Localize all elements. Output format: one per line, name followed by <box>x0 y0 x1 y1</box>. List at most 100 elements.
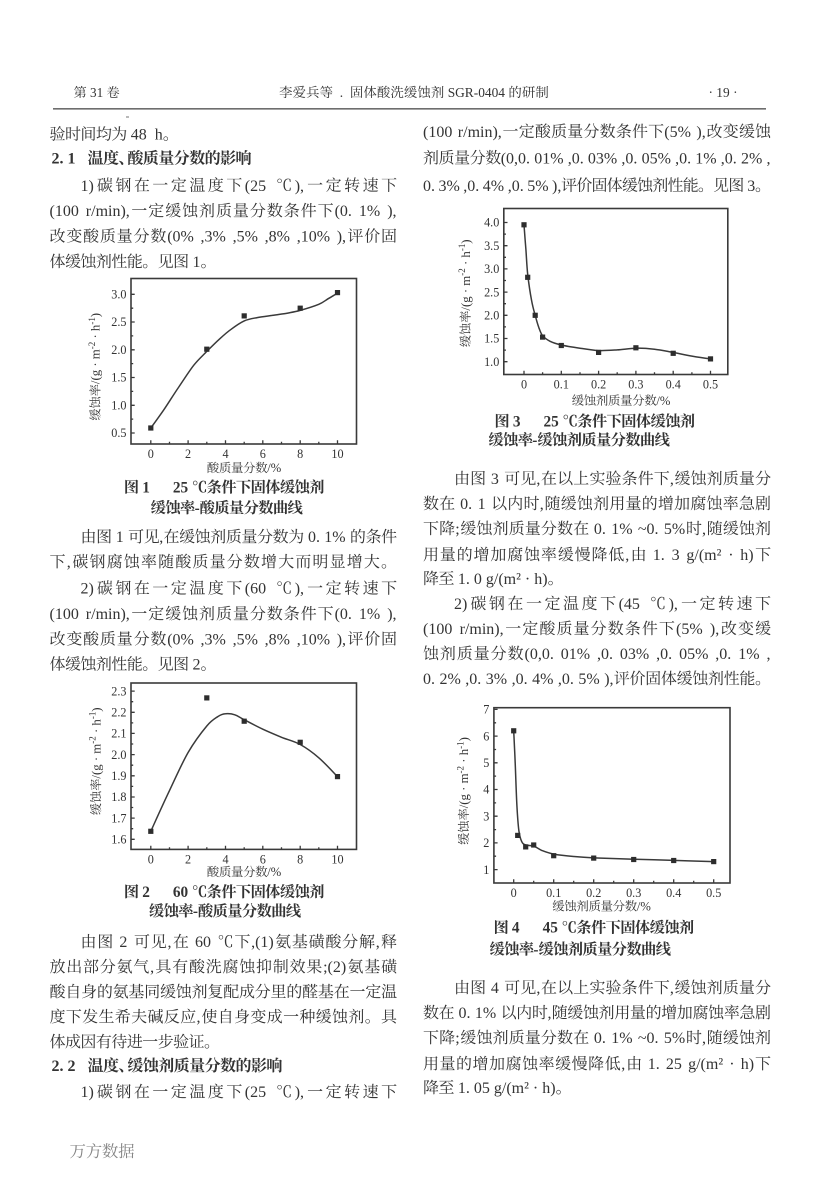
svg-text:45: 45 <box>543 920 559 937</box>
svg-text:2%: 2% <box>440 671 461 688</box>
svg-text:4: 4 <box>491 980 499 997</box>
svg-text:;(2): ;(2) <box>323 959 346 976</box>
svg-text:·: · <box>459 258 473 269</box>
svg-text:1%: 1% <box>475 1005 496 1022</box>
svg-text:1.0: 1.0 <box>111 399 126 413</box>
svg-text:1%: 1% <box>611 1030 632 1047</box>
svg-text:(25: (25 <box>245 1084 266 1101</box>
svg-text:1: 1 <box>142 479 150 496</box>
svg-text:,: , <box>159 529 163 546</box>
svg-text:1.5: 1.5 <box>111 371 126 385</box>
svg-text:r/min),: r/min), <box>458 124 502 141</box>
svg-text:,: , <box>536 471 540 488</box>
svg-text:),: ), <box>604 671 613 688</box>
svg-text:6: 6 <box>260 447 266 461</box>
svg-text:·: · <box>733 85 737 100</box>
svg-text:05%: 05% <box>679 646 708 663</box>
svg-text:r/min),: r/min), <box>86 203 130 220</box>
svg-text:h: h <box>459 251 473 258</box>
svg-text:SGR-0404: SGR-0404 <box>448 85 506 100</box>
svg-text:),: ), <box>552 178 561 195</box>
svg-text:3%: 3% <box>439 178 460 195</box>
svg-text:;: ; <box>455 1030 459 1047</box>
svg-text:1.7: 1.7 <box>111 811 126 825</box>
svg-text:10: 10 <box>331 852 343 866</box>
svg-text:4: 4 <box>483 783 489 797</box>
svg-text:.: . <box>340 85 343 100</box>
svg-text:0.1: 0.1 <box>546 886 561 900</box>
svg-text:6: 6 <box>483 729 489 743</box>
svg-text:(0%: (0% <box>167 229 194 246</box>
svg-text:): ) <box>459 239 473 243</box>
svg-text:g/(m²: g/(m² <box>686 547 721 564</box>
svg-text:,0.: ,0. <box>465 671 481 688</box>
svg-text:3.0: 3.0 <box>111 288 126 302</box>
svg-text:2: 2 <box>142 884 150 901</box>
svg-text:m: m <box>457 773 471 783</box>
svg-text:4.0: 4.0 <box>484 216 499 230</box>
svg-text:h): h) <box>534 571 547 588</box>
svg-text:8: 8 <box>297 447 303 461</box>
svg-text:,10%: ,10% <box>297 229 330 246</box>
svg-text:m: m <box>89 744 103 754</box>
svg-text:),: ), <box>387 606 396 623</box>
svg-text:1): 1) <box>81 1084 94 1101</box>
svg-text:,: , <box>670 980 674 997</box>
svg-text:,: , <box>625 547 629 564</box>
svg-text:g/(m²: g/(m² <box>486 571 521 588</box>
svg-text:,: , <box>376 934 380 951</box>
svg-text:): ) <box>457 737 471 741</box>
svg-text:,0.: ,0. <box>463 178 479 195</box>
svg-text:,: , <box>702 521 706 538</box>
svg-text:0: 0 <box>148 447 154 461</box>
svg-text:·: · <box>89 331 103 342</box>
svg-text:1.: 1. <box>458 571 470 588</box>
svg-text:8: 8 <box>297 852 303 866</box>
svg-text:,0.: ,0. <box>512 671 528 688</box>
svg-text:0: 0 <box>511 886 517 900</box>
svg-text:,3%: ,3% <box>201 229 226 246</box>
svg-text:1): 1) <box>81 178 94 195</box>
svg-text:),: ), <box>669 596 678 613</box>
svg-text:3%: 3% <box>486 671 507 688</box>
svg-text:0.: 0. <box>423 671 435 688</box>
svg-text:h: h <box>89 324 103 331</box>
svg-text:25: 25 <box>173 479 189 496</box>
svg-text:(100: (100 <box>423 124 452 141</box>
svg-text:1: 1 <box>483 863 489 877</box>
svg-text:·: · <box>457 755 471 766</box>
svg-text:2.0: 2.0 <box>111 343 126 357</box>
svg-text:·: · <box>728 547 733 564</box>
svg-text:h): h) <box>741 1056 754 1073</box>
svg-text:,5%: ,5% <box>233 631 258 648</box>
svg-text:(0,0.: (0,0. <box>501 150 530 167</box>
svg-text:05%: 05% <box>642 150 671 167</box>
svg-text:0.: 0. <box>459 1005 471 1022</box>
svg-text:2.0: 2.0 <box>484 309 499 323</box>
svg-text:,: , <box>150 959 154 976</box>
svg-text:-: - <box>193 903 198 920</box>
svg-text:0.4: 0.4 <box>666 378 681 392</box>
svg-text:4: 4 <box>512 920 520 937</box>
svg-text:~0.: ~0. <box>638 521 659 538</box>
svg-text:-: - <box>532 432 537 449</box>
svg-text:,0.: ,0. <box>621 150 637 167</box>
svg-text:r/min),: r/min), <box>86 606 130 623</box>
svg-text:5%: 5% <box>578 671 599 688</box>
svg-text:·: · <box>729 1056 734 1073</box>
svg-text:(100: (100 <box>50 606 79 623</box>
svg-text:·: · <box>459 286 473 297</box>
svg-text:7: 7 <box>483 703 489 717</box>
svg-text:-1: -1 <box>88 712 98 720</box>
svg-text:,3%: ,3% <box>201 631 226 648</box>
svg-text:,: , <box>540 496 544 513</box>
svg-text:1%: 1% <box>359 203 380 220</box>
svg-text:,0.: ,0. <box>715 646 731 663</box>
svg-text:;: ; <box>455 521 459 538</box>
svg-text:,0.: ,0. <box>597 646 613 663</box>
svg-text:2: 2 <box>119 934 127 951</box>
svg-text:2: 2 <box>193 657 201 674</box>
svg-text:1.: 1. <box>458 1080 470 1097</box>
svg-text:-1: -1 <box>456 741 466 749</box>
svg-text:(100: (100 <box>423 621 452 638</box>
